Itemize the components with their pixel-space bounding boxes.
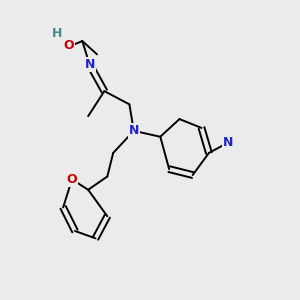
Text: N: N	[223, 136, 233, 149]
Text: O: O	[67, 173, 77, 186]
Text: O: O	[64, 39, 74, 52]
Text: N: N	[129, 124, 139, 137]
Text: H: H	[52, 27, 62, 40]
Text: N: N	[85, 58, 95, 71]
